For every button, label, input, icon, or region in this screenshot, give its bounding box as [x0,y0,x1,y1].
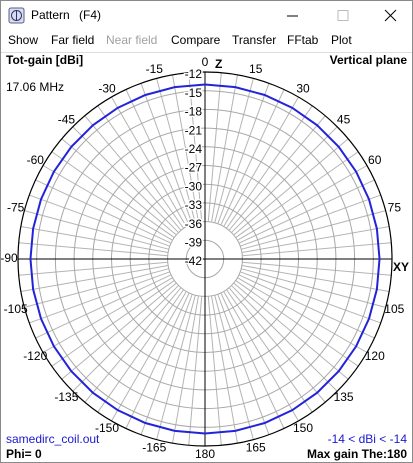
angle-tick-label: -165 [142,440,166,454]
polar-plot: -42 -39 -36 -33 -30 -27 -24 -21 -18 -15 -120 15 30 45… [0,55,409,461]
radial-tick-label: -21 [185,123,203,137]
menu-item[interactable]: Transfer [232,33,276,47]
angle-tick-label: -75 [7,200,25,214]
angle-tick-label: 150 [293,421,313,435]
angle-tick-label: -30 [98,81,116,95]
file-name: samedirc_coil.out [6,432,100,446]
menu-item[interactable]: Plot [331,33,352,47]
window-title: Pattern [31,8,70,22]
angle-tick-label: -135 [54,390,78,404]
radial-tick-label: -27 [185,161,203,175]
angle-tick-label: 180 [195,447,215,461]
radial-tick-label: -42 [185,254,203,268]
radial-tick-label: -36 [185,217,203,231]
radial-tick-label: -33 [185,198,203,212]
angle-tick-label: -105 [4,302,28,316]
menu-item[interactable]: Far field [51,33,94,47]
plane-label: Vertical plane [330,53,408,67]
maximize-button[interactable] [337,10,349,21]
angle-tick-label: 105 [384,302,404,316]
max-gain: Max gain The:180 [307,447,407,461]
angle-tick-label: -150 [95,421,119,435]
angle-tick-label: 165 [246,440,266,454]
z-axis-label: Z [215,57,222,71]
angle-tick-label: 15 [249,62,263,76]
app-icon [8,7,25,24]
menu-item[interactable]: Show [8,33,38,47]
close-button[interactable] [384,9,397,22]
radial-tick-label: -12 [185,67,203,81]
angle-tick-label: -60 [27,153,45,167]
gain-pattern [29,83,381,435]
angle-tick-label: 135 [334,390,354,404]
frequency: 17.06 MHz [6,80,64,94]
angle-tick-label: 45 [337,113,351,127]
angle-tick-label: 30 [296,81,310,95]
radial-tick-label: -15 [185,86,203,100]
gain-range: -14 < dBi < -14 [328,432,408,446]
radial-tick-label: -18 [185,105,203,119]
angle-tick-label: 0 [202,55,209,69]
angle-tick-label: 75 [388,200,402,214]
plot-title: Tot-gain [dBi] [6,53,83,67]
angle-tick-label: -15 [146,62,164,76]
radial-tick-label: -24 [185,142,203,156]
angle-tick-label: 60 [368,153,382,167]
window-shortcut: (F4) [79,8,101,22]
menu-item: Near field [106,33,157,47]
xy-axis-label: XY [393,260,409,274]
angle-tick-label: 120 [365,349,385,363]
radial-tick-label: -39 [185,235,203,249]
menu-item[interactable]: Compare [171,33,221,47]
angle-tick-label: -120 [23,349,47,363]
menu-bar: Show Far field Near field Compare Transfer FF… [8,33,352,47]
angle-tick-label: -90 [0,251,18,265]
menu-item[interactable]: FFtab [287,33,319,47]
phi: Phi= 0 [6,447,42,461]
angle-tick-label: -45 [58,113,76,127]
radial-tick-label: -30 [185,179,203,193]
